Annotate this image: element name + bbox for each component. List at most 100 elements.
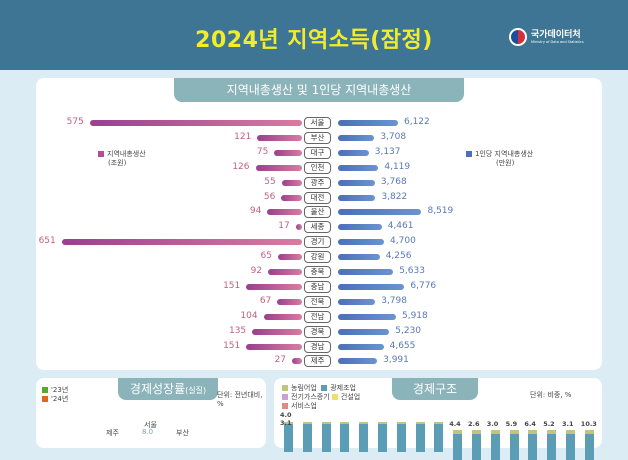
per-capita-value: 5,230 (395, 325, 422, 336)
per-capita-bar (338, 164, 379, 171)
grdp-value: 135 (228, 325, 247, 336)
grdp-bar (89, 120, 302, 126)
logo: 국가데이터처 Ministry of Data and Statistics (509, 28, 584, 46)
grdp-bar (278, 254, 302, 261)
per-capita-value: 3,137 (374, 146, 401, 157)
region-label: 전남 (304, 310, 331, 323)
structure-bar (415, 422, 425, 452)
grdp-bar (257, 134, 302, 141)
legend-label: 지역내총생산 (107, 150, 146, 158)
structure-bar (509, 430, 519, 460)
per-capita-bar (338, 179, 375, 186)
per-capita-value: 3,798 (381, 295, 407, 306)
region-label: 울산 (304, 206, 331, 219)
per-capita-value: 4,655 (389, 340, 416, 351)
grdp-value: 27 (274, 355, 287, 366)
taegeuk-logo-icon (509, 28, 527, 46)
grdp-bar (295, 224, 302, 231)
radar-tick: 8.0 (142, 428, 154, 436)
per-capita-value: 4,700 (390, 236, 416, 247)
grdp-bar (255, 164, 302, 171)
header: 2024년 지역소득(잠정) 국가데이터처 Ministry of Data a… (0, 0, 628, 70)
grdp-bar (268, 269, 302, 275)
grdp-value: 104 (240, 310, 258, 321)
structure-bar (284, 422, 293, 452)
per-capita-bar (338, 224, 382, 231)
grdp-bar (277, 298, 302, 305)
legend-label: '24년 (51, 395, 69, 403)
region-label: 세종 (304, 221, 331, 234)
grdp-value: 651 (38, 236, 56, 247)
region-label: 전북 (304, 295, 331, 308)
grdp-bar (61, 239, 302, 246)
per-capita-value: 5,918 (401, 310, 428, 321)
structure-bar (340, 422, 350, 452)
grdp-value: 56 (263, 191, 276, 202)
per-capita-value: 3,991 (383, 355, 409, 366)
grdp-bar (246, 283, 302, 290)
structure-bar (547, 430, 557, 460)
per-capita-bar (338, 194, 376, 201)
per-capita-value: 3,768 (380, 176, 407, 187)
legend-unit: (조원) (108, 159, 127, 167)
legend-label: 농림어업 (291, 384, 317, 392)
per-capita-bar (338, 209, 422, 216)
per-capita-bar (338, 254, 380, 261)
radar-label-seoul: 서울 (144, 421, 157, 429)
region-label: 경기 (304, 236, 331, 249)
page-title: 2024년 지역소득(잠정) (195, 28, 433, 53)
per-capita-bar (338, 149, 369, 156)
region-label: 대전 (304, 191, 331, 204)
grdp-bar (292, 358, 302, 365)
per-capita-value: 4,461 (387, 221, 414, 232)
structure-top-label: 6.4 (524, 420, 536, 428)
region-label: 충남 (304, 280, 331, 293)
structure-top-label: 4.4 (449, 420, 461, 428)
grdp-bar (274, 149, 302, 156)
legend-unit: (만원) (496, 159, 515, 167)
grdp-bar (246, 343, 302, 350)
grdp-value: 55 (264, 176, 276, 187)
growth-title: 경제성장률(실질) (118, 378, 218, 400)
region-label: 제주 (304, 355, 331, 368)
structure-bar (584, 430, 594, 460)
region-label: 부산 (304, 131, 331, 144)
radar-label-busan: 부산 (176, 429, 189, 437)
growth-panel: 경제성장률(실질) '23년 '24년 단위: 전년대비, % 서울 제주 부산 … (36, 378, 266, 448)
legend-swatch (98, 151, 104, 157)
logo-sub: Ministry of Data and Statistics (531, 39, 584, 44)
grdp-bar (263, 313, 302, 320)
per-capita-value: 4,256 (385, 251, 412, 262)
per-capita-bar (338, 269, 394, 275)
structure-bar (566, 430, 575, 460)
per-capita-value: 3,822 (381, 191, 408, 202)
structure-bar (472, 430, 481, 460)
region-label: 광주 (304, 176, 331, 189)
grdp-value: 151 (223, 340, 241, 351)
per-capita-bar (338, 239, 385, 246)
per-capita-value: 8,519 (427, 206, 454, 217)
legend-label: 1인당 지역내총생산 (475, 150, 534, 158)
region-label: 인천 (304, 161, 331, 174)
per-capita-bar (338, 313, 396, 320)
grdp-title: 지역내총생산 및 1인당 지역내총생산 (174, 78, 464, 102)
per-capita-bar (338, 358, 378, 365)
logo-name: 국가데이터처 (531, 29, 581, 40)
per-capita-value: 6,122 (403, 117, 430, 127)
grdp-value: 65 (260, 251, 272, 262)
structure-bar (378, 422, 387, 452)
region-label: 강원 (304, 251, 331, 264)
grdp-value: 94 (249, 206, 262, 217)
structure-top-label: 5.2 (543, 420, 555, 428)
structure-top-label: 5.9 (505, 420, 518, 428)
per-capita-bar (338, 120, 398, 126)
grdp-value: 67 (259, 295, 272, 306)
grdp-bar (281, 179, 302, 186)
structure-legend: 농림어업 광제조업 전기가스증기 건설업 서비스업 (282, 384, 360, 411)
grdp-value: 121 (234, 131, 252, 142)
structure-bar (396, 422, 406, 452)
legend-per-capita: 1인당 지역내총생산 (만원) (466, 150, 533, 168)
legend-label: 건설업 (340, 393, 361, 401)
structure-bar (490, 430, 500, 460)
grdp-value: 151 (223, 280, 241, 291)
